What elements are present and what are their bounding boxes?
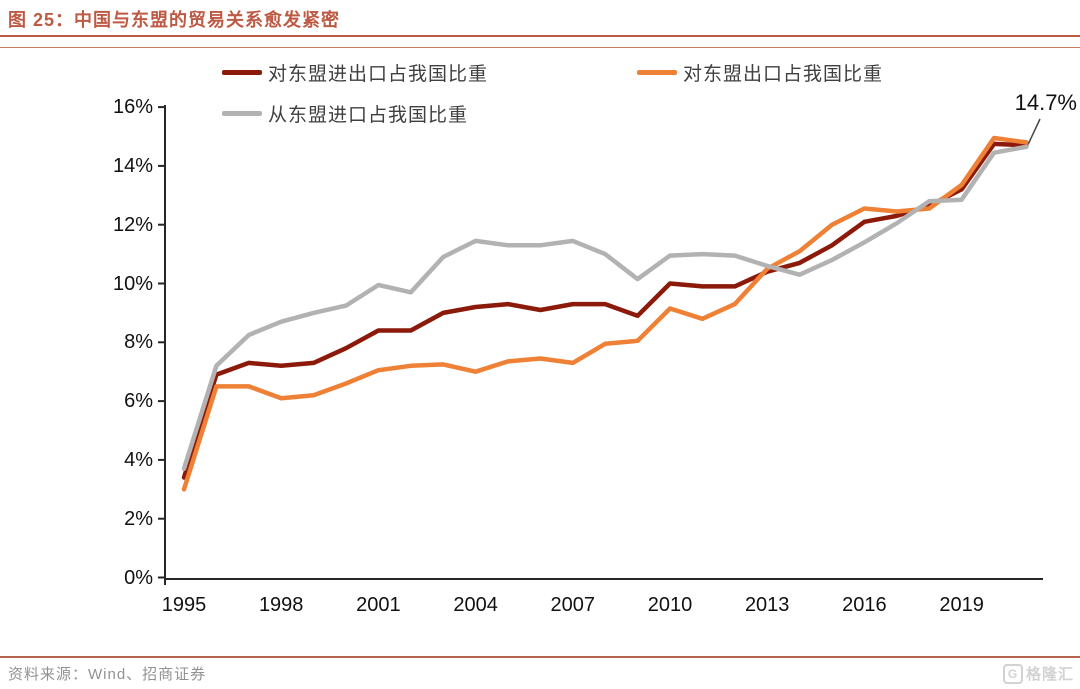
x-axis-tick-label: 2010 xyxy=(647,594,693,616)
y-axis-tick-label: 14% xyxy=(112,154,153,177)
title-underline-thin xyxy=(0,47,1080,48)
x-axis-tick-label: 2013 xyxy=(744,594,790,616)
y-axis-tick-label: 0% xyxy=(124,566,153,589)
legend-item-imports: 从东盟进口占我国比重 xyxy=(222,101,469,126)
y-axis-tick-label: 4% xyxy=(124,448,153,471)
x-axis-tick-label: 2007 xyxy=(550,594,596,616)
y-axis-tick-label: 10% xyxy=(112,272,153,295)
legend-swatch-imports xyxy=(222,110,262,116)
series-line-2 xyxy=(181,144,1029,471)
x-axis-tick-label: 2004 xyxy=(453,594,498,616)
series-line-0 xyxy=(181,141,1029,480)
figure-title: 图 25：中国与东盟的贸易关系愈发紧密 xyxy=(8,10,341,30)
x-axis-tick-label: 1995 xyxy=(161,594,207,616)
legend-swatch-exports xyxy=(637,69,677,75)
x-axis-tick-label: 1998 xyxy=(258,594,304,616)
legend-item-total-trade: 对东盟进出口占我国比重 xyxy=(222,60,489,85)
y-axis-tick-label: 12% xyxy=(112,213,153,236)
annotation-leader-line xyxy=(1027,118,1041,145)
data-source-note: 资料来源：Wind、招商证券 xyxy=(8,666,207,683)
legend-swatch-total-trade xyxy=(222,69,262,75)
gelonghui-watermark: G 格隆汇 xyxy=(1002,663,1074,684)
gelonghui-watermark-text: 格隆汇 xyxy=(1025,666,1074,683)
title-underline-thick xyxy=(0,35,1080,37)
legend-label-exports: 对东盟出口占我国比重 xyxy=(683,63,884,85)
legend-item-exports: 对东盟出口占我国比重 xyxy=(637,60,884,85)
y-axis-tick-label: 6% xyxy=(124,390,153,413)
legend-label-total-trade: 对东盟进出口占我国比重 xyxy=(268,63,489,85)
x-axis-tick-label: 2019 xyxy=(939,594,984,616)
x-axis-tick-label: 2016 xyxy=(842,594,887,616)
y-axis-tick-label: 16% xyxy=(112,96,153,119)
y-axis-tick-label: 8% xyxy=(124,331,153,354)
x-axis-tick-label: 2001 xyxy=(356,594,401,616)
series-line-1 xyxy=(181,135,1029,492)
last-value-annotation: 14.7% xyxy=(1014,90,1077,115)
footer-divider xyxy=(0,656,1080,658)
gelonghui-logo-icon: G xyxy=(1002,663,1023,684)
legend-label-imports: 从东盟进口占我国比重 xyxy=(268,104,469,126)
y-axis-tick-label: 2% xyxy=(124,507,153,530)
